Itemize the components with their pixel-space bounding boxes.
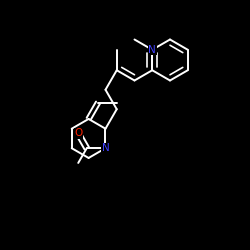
Text: N: N — [102, 143, 109, 153]
Text: O: O — [74, 128, 82, 138]
Text: N: N — [148, 45, 156, 55]
